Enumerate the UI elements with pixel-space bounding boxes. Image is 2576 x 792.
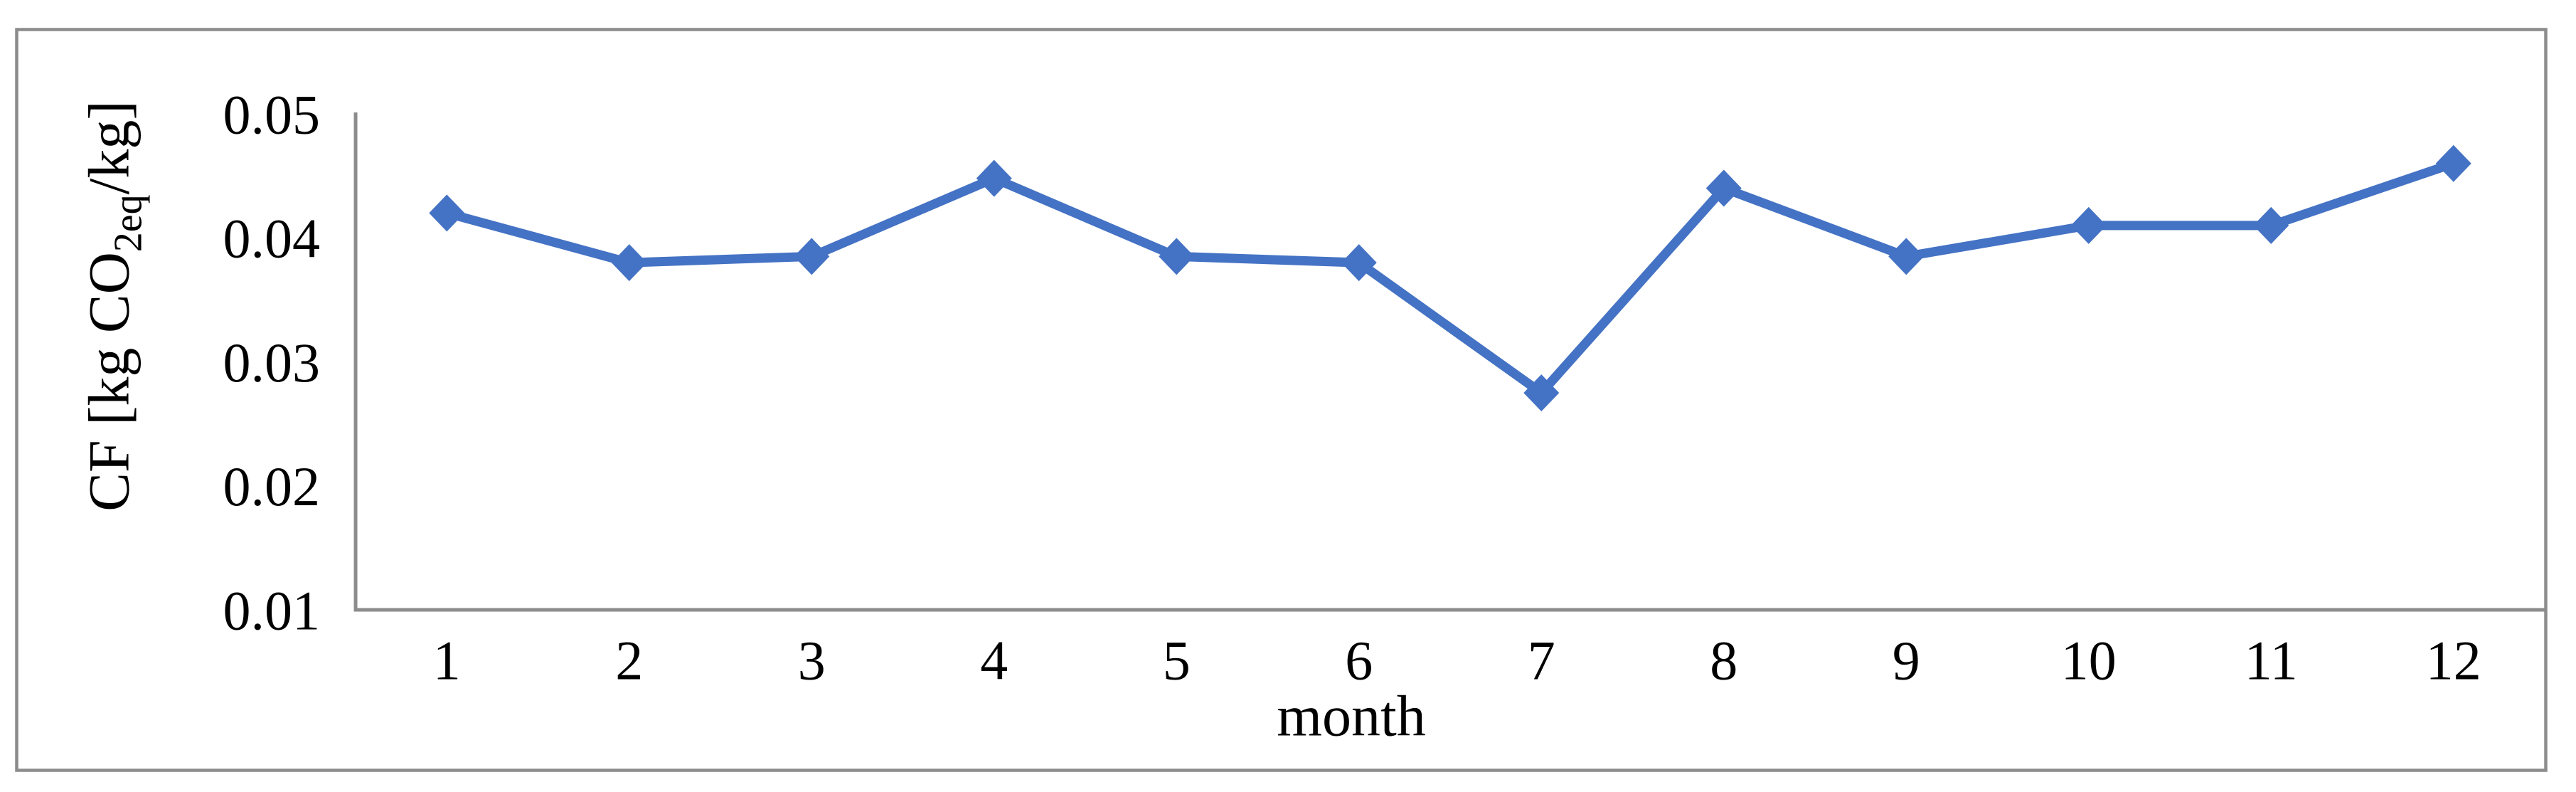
data-point-marker-month-8: [1705, 169, 1742, 207]
data-point-marker-month-3: [794, 238, 830, 275]
x-tick-label: 8: [1710, 629, 1737, 691]
x-tick-label: 1: [433, 629, 461, 691]
x-tick-label: 9: [1893, 629, 1920, 691]
y-axis-title: CF [kg CO2eq/kg]: [77, 100, 151, 511]
data-point-marker-month-12: [2435, 144, 2471, 182]
x-tick-label: 10: [2061, 629, 2117, 691]
y-tick-label: 0.04: [223, 208, 321, 270]
y-tick-label: 0.01: [223, 579, 321, 641]
data-point-marker-month-7: [1523, 374, 1560, 412]
data-point-marker-month-9: [1888, 238, 1925, 275]
x-tick-label: 4: [980, 629, 1008, 691]
x-tick-label: 6: [1345, 629, 1373, 691]
data-point-marker-month-10: [2070, 206, 2107, 244]
y-tick-label: 0.02: [223, 455, 321, 517]
x-axis-title: month: [1277, 684, 1426, 749]
data-point-marker-month-4: [976, 159, 1012, 197]
data-point-marker-month-1: [429, 194, 465, 232]
y-tick-label: 0.03: [223, 332, 321, 394]
x-tick-label: 3: [798, 629, 826, 691]
x-tick-label: 5: [1163, 629, 1191, 691]
x-tick-label: 7: [1528, 629, 1555, 691]
data-point-marker-month-6: [1341, 244, 1377, 282]
x-tick-label: 11: [2245, 629, 2298, 691]
data-point-marker-month-5: [1159, 238, 1195, 275]
y-tick-label: 0.05: [223, 83, 321, 145]
series-line: [442, 159, 2459, 398]
data-point-marker-month-2: [611, 244, 647, 282]
chart-frame-border: [15, 28, 2548, 772]
data-point-marker-month-11: [2253, 206, 2289, 244]
x-tick-label: 2: [615, 629, 643, 691]
x-tick-label: 12: [2426, 629, 2481, 691]
